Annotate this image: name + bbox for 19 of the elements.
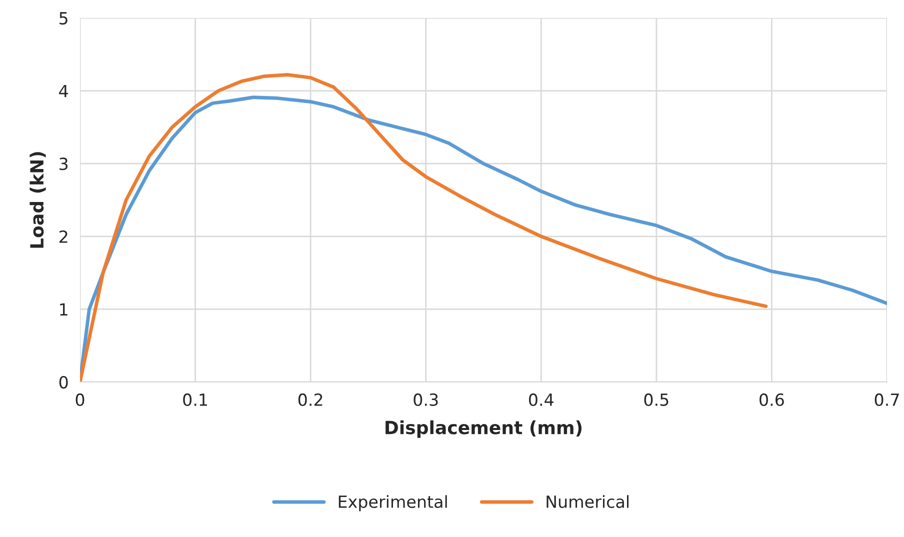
y-tick-label: 0 (59, 376, 68, 389)
x-tick-label: 0.1 (183, 393, 207, 406)
x-tick-label: 0.5 (644, 393, 668, 406)
legend-label: Experimental (338, 495, 447, 512)
legend-label: Numerical (546, 495, 629, 508)
y-tick-label: 2 (60, 230, 68, 243)
x-tick-label: 0.7 (874, 393, 899, 406)
x-tick-label: 0.2 (298, 393, 322, 406)
y-tick-label: 4 (59, 84, 68, 98)
y-tick-label: 1 (60, 303, 68, 316)
x-tick-label: 0 (76, 393, 84, 406)
line-series (80, 73, 768, 382)
x-tick-label: 0.3 (414, 393, 438, 406)
y-tick-label: 5 (60, 12, 68, 25)
x-tick-label: 0.4 (528, 393, 554, 406)
y-axis-title: Load (kN) (30, 152, 46, 248)
y-tick-label: 3 (60, 158, 68, 170)
x-axis-title: Displacement (mm) (386, 420, 582, 438)
x-tick-label: 0.6 (760, 393, 784, 406)
